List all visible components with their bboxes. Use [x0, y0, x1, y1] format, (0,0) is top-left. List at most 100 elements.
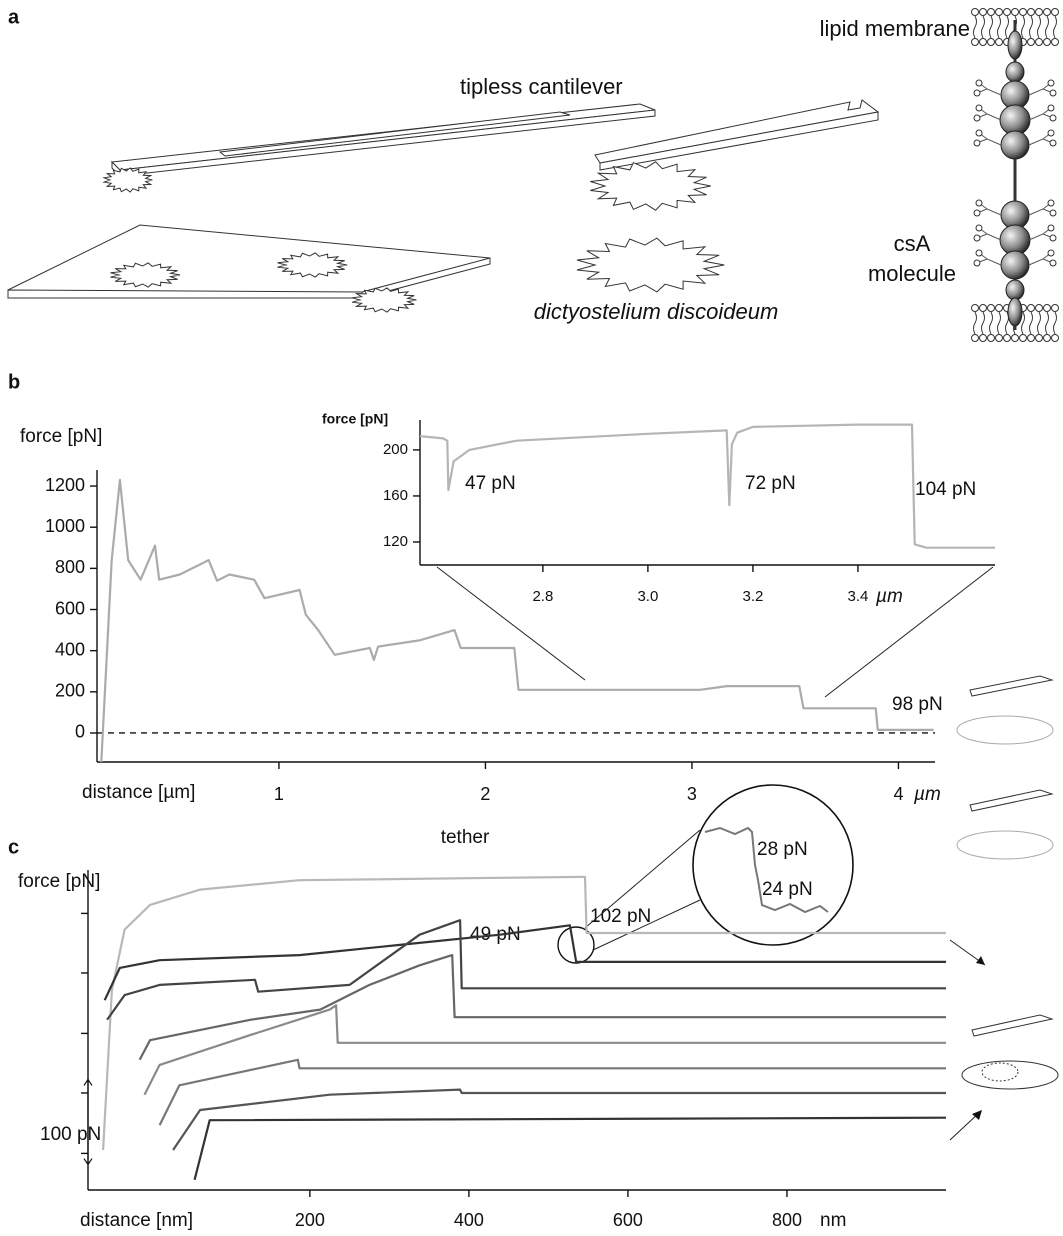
annotation: 72 pN: [745, 473, 796, 494]
domain: [1007, 30, 1023, 60]
lipid-head: [971, 38, 979, 46]
y-tick-label: 1000: [45, 516, 85, 536]
lipid-head: [1019, 334, 1027, 342]
glycan-node: [973, 259, 981, 267]
cantilever: [110, 99, 880, 178]
x-tick-label: 400: [454, 1210, 484, 1230]
y-tick-label: 600: [55, 598, 85, 618]
zoom-line: [824, 566, 994, 698]
annotation: 24 pN: [762, 879, 813, 900]
glycan-node: [975, 104, 983, 112]
annotation: tipless cantilever: [460, 74, 623, 99]
lipid-tail: [1021, 311, 1025, 335]
x-tick-label: 3: [687, 784, 697, 804]
cell: [576, 237, 725, 293]
annotation: csA: [894, 231, 931, 256]
lipid-head: [1043, 8, 1051, 16]
lipid-head: [979, 304, 987, 312]
glycan-node: [975, 224, 983, 232]
panel-label: c: [8, 836, 19, 858]
domain: [1000, 250, 1030, 280]
trace: [103, 924, 946, 1001]
y-tick-label: 160: [383, 487, 408, 504]
lipid-head: [995, 304, 1003, 312]
lipid-tail: [989, 311, 993, 335]
lipid-head: [987, 334, 995, 342]
lipid-head: [1043, 334, 1051, 342]
y-tick-label: 200: [55, 681, 85, 701]
lipid-head: [1035, 334, 1043, 342]
lipid-head: [979, 334, 987, 342]
glycan-node: [1047, 199, 1055, 207]
glycan-node: [1047, 79, 1055, 87]
lipid-tail: [1029, 15, 1033, 39]
x-tick-label: 800: [772, 1210, 802, 1230]
cell: [110, 262, 181, 288]
x-axis-label: distance [µm]: [82, 782, 195, 803]
scale-bar-label: 100 pN: [40, 1124, 101, 1145]
lipid-tail: [981, 15, 985, 39]
lipid-tail: [1053, 311, 1057, 335]
glycan-node: [1047, 129, 1055, 137]
y-tick-label: 1200: [45, 475, 85, 495]
lipid-head: [979, 38, 987, 46]
glycan-node: [973, 89, 981, 97]
trace: [172, 1088, 946, 1151]
x-tick-label: 3.0: [637, 588, 658, 605]
x-tick-label: 2: [480, 784, 490, 804]
annotation: 47 pN: [465, 473, 516, 494]
trace: [106, 919, 946, 1021]
zoom-line: [436, 566, 586, 681]
lipid-head: [995, 8, 1003, 16]
glycan-node: [1047, 104, 1055, 112]
annotation: molecule: [868, 261, 956, 286]
lipid-tail: [1037, 311, 1041, 335]
x-unit: nm: [820, 1210, 846, 1231]
panel-label: a: [8, 6, 20, 28]
annotation: lipid membrane: [820, 16, 970, 41]
lipid-head: [1043, 38, 1051, 46]
x-tick-label: 200: [295, 1210, 325, 1230]
trace: [102, 875, 946, 1151]
magnifier: [557, 784, 854, 964]
x-unit: µm: [875, 586, 903, 607]
cartoon: [949, 675, 1059, 1141]
lipid-head: [1003, 8, 1011, 16]
lipid-head: [1051, 8, 1059, 16]
lipid-head: [987, 304, 995, 312]
trace: [100, 478, 934, 763]
lipid-head: [1035, 8, 1043, 16]
x-tick-label: 3.2: [742, 588, 763, 605]
glycan-node: [1049, 114, 1057, 122]
glycan-node: [975, 199, 983, 207]
x-tick-label: 1: [274, 784, 284, 804]
trace: [143, 1004, 946, 1096]
molecule: [973, 20, 1057, 330]
lipid-head: [1019, 8, 1027, 16]
trace: [158, 1058, 946, 1126]
x-tick-label: 2.8: [532, 588, 553, 605]
glycan-node: [973, 114, 981, 122]
y-axis-label: force [pN]: [322, 411, 388, 427]
lipid-head: [979, 8, 987, 16]
lipid-tail: [1045, 311, 1049, 335]
lipid-tail: [1021, 15, 1025, 39]
cell: [352, 287, 417, 313]
membrane-bottom: [971, 304, 1059, 342]
lipid-head: [1011, 334, 1019, 342]
lipid-head: [1011, 8, 1019, 16]
y-tick-label: 800: [55, 557, 85, 577]
cells: [102, 161, 725, 313]
glycan-node: [1049, 259, 1057, 267]
annotation: 28 pN: [757, 839, 808, 860]
lipid-head: [971, 8, 979, 16]
annotation: 104 pN: [915, 479, 976, 500]
lipid-tail: [997, 15, 1001, 39]
lipid-head: [987, 8, 995, 16]
cell: [102, 167, 153, 193]
y-tick-label: 400: [55, 639, 85, 659]
lipid-head: [1027, 38, 1035, 46]
annotation: dictyostelium discoideum: [534, 299, 779, 324]
trace: [193, 1116, 947, 1181]
lipid-head: [1003, 334, 1011, 342]
